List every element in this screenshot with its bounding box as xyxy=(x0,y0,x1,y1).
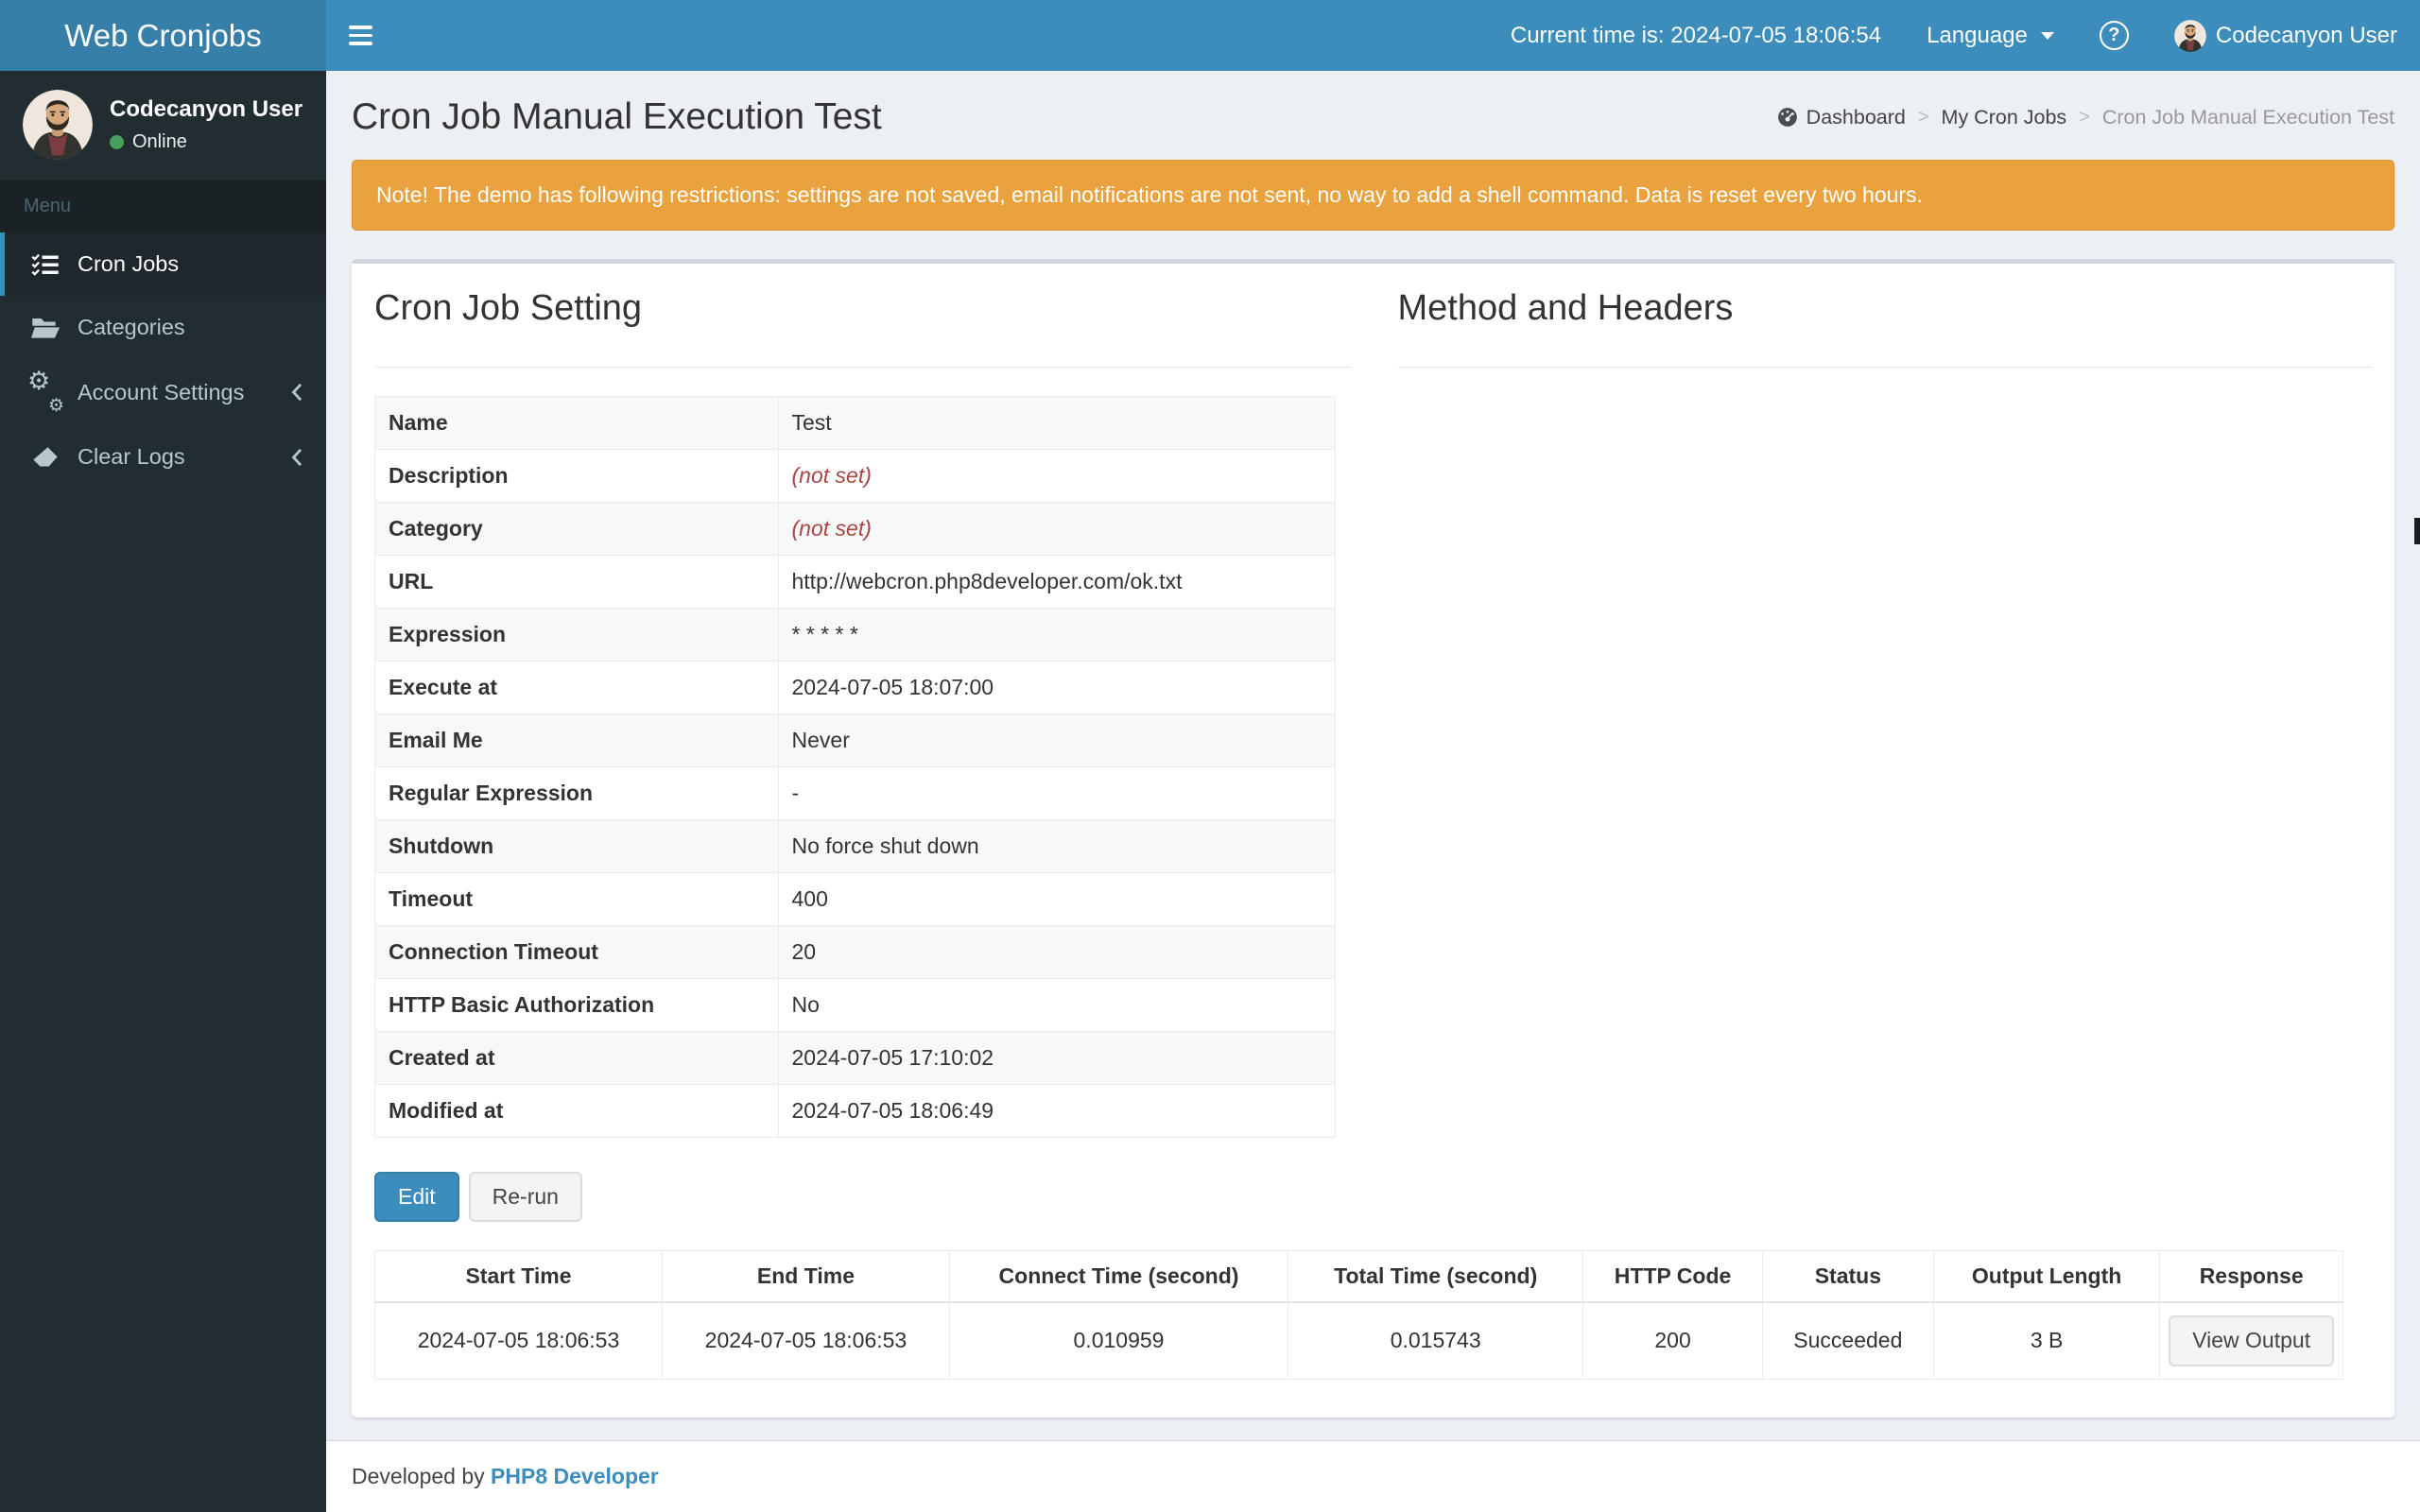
user-status[interactable]: Online xyxy=(110,131,302,153)
page-footer: Developed by PHP8 Developer xyxy=(326,1440,2420,1512)
sidebar-item-clear-logs[interactable]: Clear Logs xyxy=(0,425,326,489)
start-time-cell: 2024-07-05 18:06:53 xyxy=(374,1301,663,1380)
top-navbar: Web Cronjobs Current time is: 2024-07-05… xyxy=(0,0,2420,71)
navbar-main: Current time is: 2024-07-05 18:06:54 Lan… xyxy=(326,0,2420,71)
breadcrumb-home-label: Dashboard xyxy=(1806,105,1906,129)
content-header: Cron Job Manual Execution Test Dashboard… xyxy=(352,71,2394,139)
table-row: Email Me Never xyxy=(374,713,1336,767)
table-row: Regular Expression - xyxy=(374,766,1336,820)
brand-logo[interactable]: Web Cronjobs xyxy=(0,0,326,71)
current-time-text: Current time is: 2024-07-05 18:06:54 xyxy=(1510,22,1882,48)
cron-job-setting-heading: Cron Job Setting xyxy=(374,288,1351,368)
column-header: Output Length xyxy=(1932,1250,2161,1304)
column-header: Total Time (second) xyxy=(1288,1250,1584,1304)
page-title: Cron Job Manual Execution Test xyxy=(352,96,882,137)
mouse-cursor xyxy=(2414,518,2420,544)
folder-open-icon xyxy=(28,317,62,339)
breadcrumb-separator: > xyxy=(1917,106,1929,128)
footer-text: Developed by xyxy=(352,1464,485,1488)
action-buttons: Edit Re-run xyxy=(374,1172,2372,1223)
online-label: Online xyxy=(132,131,187,152)
column-header: Connect Time (second) xyxy=(948,1250,1289,1304)
table-row: Shutdown No force shut down xyxy=(374,819,1336,873)
view-output-button[interactable]: View Output xyxy=(2169,1315,2335,1366)
execution-results-table: Start Time End Time Connect Time (second… xyxy=(374,1250,2343,1380)
table-header-row: Start Time End Time Connect Time (second… xyxy=(374,1250,2343,1304)
http-code-cell: 200 xyxy=(1582,1301,1763,1380)
column-header: Start Time xyxy=(374,1250,663,1304)
connect-time-cell: 0.010959 xyxy=(948,1301,1289,1380)
column-header: Response xyxy=(2159,1250,2343,1304)
column-header: HTTP Code xyxy=(1582,1250,1763,1304)
sidebar-item-label: Account Settings xyxy=(78,379,245,404)
execution-row: 2024-07-05 18:06:53 2024-07-05 18:06:53 … xyxy=(374,1301,2343,1380)
table-row: Timeout 400 xyxy=(374,872,1336,926)
status-cell: Succeeded xyxy=(1761,1301,1934,1380)
sidebar-item-label: Cron Jobs xyxy=(78,251,180,276)
online-dot-icon xyxy=(110,135,124,149)
gears-icon: ⚙ ⚙ xyxy=(27,367,64,416)
user-menu[interactable]: Codecanyon User xyxy=(2152,0,2420,71)
sidebar-user-name: Codecanyon User xyxy=(110,96,303,122)
output-length-cell: 3 B xyxy=(1932,1301,2161,1380)
sidebar-item-cron-jobs[interactable]: Cron Jobs xyxy=(0,232,326,296)
sidebar-item-label: Categories xyxy=(78,315,185,339)
breadcrumb-dashboard-link[interactable]: Dashboard xyxy=(1777,106,1906,129)
cron-job-settings-table: Name Test Description (not set) Category (n… xyxy=(374,396,1336,1138)
method-and-headers-heading: Method and Headers xyxy=(1397,288,2372,368)
sidebar-item-categories[interactable]: Categories xyxy=(0,296,326,359)
edit-button[interactable]: Edit xyxy=(374,1172,459,1223)
table-row: Connection Timeout 20 xyxy=(374,925,1336,979)
tasks-icon xyxy=(28,253,62,276)
table-row: Modified at 2024-07-05 18:06:49 xyxy=(374,1084,1336,1138)
content: Cron Job Manual Execution Test Dashboard… xyxy=(326,71,2420,1440)
question-circle-icon: ? xyxy=(2099,21,2129,50)
demo-restrictions-banner: Note! The demo has following restriction… xyxy=(352,160,2394,231)
avatar xyxy=(23,90,93,160)
avatar xyxy=(2173,19,2206,52)
hamburger-icon xyxy=(348,26,372,29)
language-dropdown[interactable]: Language xyxy=(1904,0,2077,71)
sidebar-menu-header: Menu xyxy=(0,180,326,232)
navbar-right: Current time is: 2024-07-05 18:06:54 Lan… xyxy=(1488,0,2420,71)
table-row: HTTP Basic Authorization No xyxy=(374,978,1336,1032)
breadcrumb-my-cron-jobs-link[interactable]: My Cron Jobs xyxy=(1941,105,2067,129)
language-label: Language xyxy=(1927,22,2028,48)
end-time-cell: 2024-07-05 18:06:53 xyxy=(661,1301,950,1380)
table-row: Expression * * * * * xyxy=(374,608,1336,662)
eraser-icon xyxy=(28,446,62,469)
table-row: Category (not set) xyxy=(374,502,1336,556)
table-row: Description (not set) xyxy=(374,449,1336,503)
sidebar-item-label: Clear Logs xyxy=(78,444,185,469)
breadcrumb-current: Cron Job Manual Execution Test xyxy=(2101,105,2394,129)
chevron-left-icon xyxy=(290,382,303,403)
column-header: End Time xyxy=(661,1250,950,1304)
table-row: URL http://webcron.php8developer.com/ok.t… xyxy=(374,555,1336,609)
chevron-left-icon xyxy=(290,447,303,468)
php8-developer-link[interactable]: PHP8 Developer xyxy=(491,1464,659,1488)
cron-job-card: Cron Job Setting Name Test Description (no… xyxy=(352,259,2394,1418)
breadcrumb: Dashboard > My Cron Jobs > Cron Job Manu… xyxy=(1777,106,2394,129)
sidebar-user-panel: Codecanyon User Online xyxy=(0,71,326,180)
table-row: Name Test xyxy=(374,396,1336,450)
rerun-button[interactable]: Re-run xyxy=(468,1172,582,1223)
table-row: Execute at 2024-07-05 18:07:00 xyxy=(374,661,1336,714)
total-time-cell: 0.015743 xyxy=(1288,1301,1584,1380)
sidebar-item-account-settings[interactable]: ⚙ ⚙ Account Settings xyxy=(0,359,326,425)
sidebar: Codecanyon User Online Menu Cron Jobs xyxy=(0,71,326,1512)
dashboard-icon xyxy=(1777,108,1797,127)
help-button[interactable]: ? xyxy=(2077,0,2152,71)
column-header: Status xyxy=(1761,1250,1934,1304)
breadcrumb-separator: > xyxy=(2079,106,2090,128)
table-row: Created at 2024-07-05 17:10:02 xyxy=(374,1031,1336,1085)
navbar-user-name: Codecanyon User xyxy=(2215,22,2397,48)
sidebar-toggle-button[interactable] xyxy=(326,0,394,71)
response-cell: View Output xyxy=(2159,1301,2343,1380)
cron-job-setting-section: Cron Job Setting Name Test Description (no… xyxy=(374,275,1374,1138)
caret-down-icon xyxy=(2040,31,2054,40)
content-wrapper: Cron Job Manual Execution Test Dashboard… xyxy=(326,71,2420,1512)
method-and-headers-section: Method and Headers xyxy=(1374,275,2372,1138)
